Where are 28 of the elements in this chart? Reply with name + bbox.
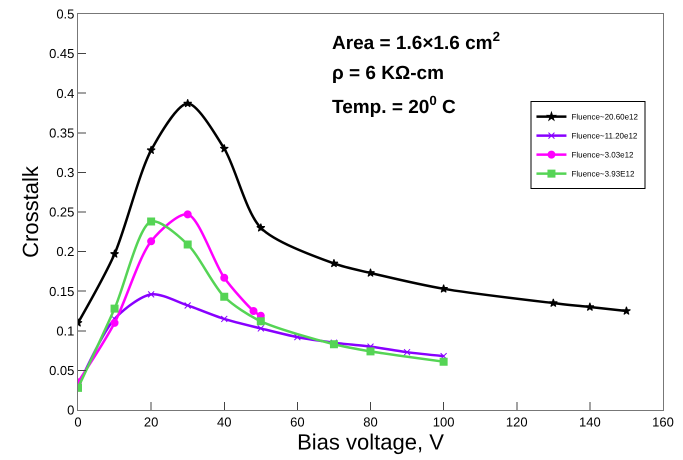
legend-label: Fluence~11.20e12 [571,132,638,141]
y-tick-label: 0.4 [56,86,74,101]
x-tick-label: 140 [579,414,601,430]
y-tick-label: 0.2 [56,244,74,260]
x-tick-label: 60 [290,414,305,430]
annotation: Area = 1.6×1.6 cm$^{2}$ [332,29,500,54]
y-tick-label: 0.05 [49,362,74,378]
y-tick-label: 0.25 [49,204,74,220]
legend-label: Fluence~3.93E12 [571,170,635,179]
y-tick-label: 0.45 [49,46,74,62]
annotation: ρ = 6 KΩ-cm [332,63,444,84]
x-tick-label: 160 [652,414,674,430]
x-tick-label: 40 [217,414,232,430]
y-axis-title: Crosstalk [18,165,43,258]
x-tick-label: 120 [506,414,528,430]
y-tick-label: 0.5 [56,6,74,22]
legend-label: Fluence~20.60e12 [571,112,638,122]
y-tick-label: 0.1 [56,323,74,338]
x-tick-label: 100 [432,414,454,430]
legend-label: Fluence~3.03e12 [571,150,634,160]
annotation: Temp. = 20$^{0}$ C [332,93,456,118]
y-tick-label: 0.3 [56,164,74,180]
y-tick-label: 0.15 [49,284,74,299]
x-tick-label: 20 [144,414,158,430]
x-axis-title: Bias voltage, V [297,430,444,455]
y-tick-label: 0 [67,402,74,418]
x-tick-label: 80 [363,414,378,430]
y-tick-label: 0.35 [49,125,74,140]
